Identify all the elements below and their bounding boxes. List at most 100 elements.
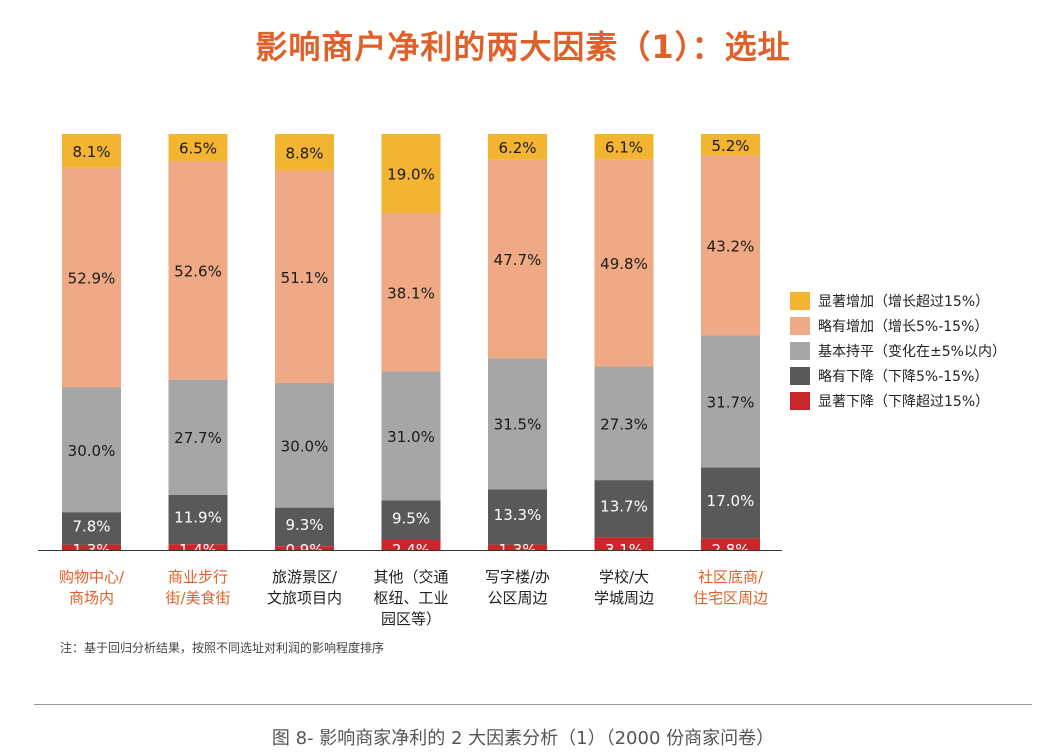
bar-value-label: 8.8% (285, 144, 323, 162)
bar-segment (701, 155, 760, 336)
bar-segment (168, 544, 228, 550)
bar-value-label: 7.8% (72, 517, 110, 535)
bar-segment (488, 544, 547, 550)
bar-value-label: 5.2% (711, 137, 749, 155)
legend-label: 显著增加（增长超过15%） (818, 293, 990, 310)
bar-value-label: 9.5% (392, 509, 430, 527)
bar-value-label: 8.1% (72, 143, 110, 161)
bar-value-label: 17.0% (707, 492, 755, 510)
legend-item: 显著下降（下降超过15%） (790, 388, 1006, 413)
bar-value-label: 13.3% (494, 506, 542, 524)
legend: 显著增加（增长超过15%） 略有增加（增长5%-15%） 基本持平（变化在±5%… (790, 288, 1006, 413)
legend-swatch (790, 291, 810, 310)
bars-group (62, 134, 760, 550)
bar-segment (62, 167, 121, 388)
bar-value-label: 6.2% (498, 139, 536, 157)
legend-swatch (790, 341, 810, 360)
bar-segment (488, 159, 547, 359)
bar-value-label: 30.0% (281, 437, 329, 455)
bar-segment (381, 500, 441, 541)
bar-segment (275, 170, 334, 383)
category-label: 写字楼/办 (485, 568, 550, 586)
legend-label: 显著下降（下降超过15%） (818, 393, 990, 410)
chart-title: 影响商户净利的两大因素（1）：选址 (255, 28, 791, 66)
bar-value-label: 9.3% (285, 516, 323, 534)
bar-segment (381, 134, 441, 214)
bar-segment (62, 544, 121, 550)
bar-value-label: 52.9% (68, 270, 116, 288)
bar-segment (381, 213, 441, 372)
divider-line (34, 704, 1032, 705)
bar-segment (62, 512, 121, 545)
bar-value-label: 11.9% (174, 508, 222, 526)
bar-value-label: 31.7% (707, 394, 755, 412)
category-label: 商场内 (69, 589, 114, 607)
legend-swatch (790, 391, 810, 410)
category-label: 园区等） (381, 610, 441, 628)
bar-labels-group: 1.3%7.8%30.0%52.9%8.1%1.4%11.9%27.7%52.6… (68, 137, 755, 559)
category-label: 旅游景区/ (272, 568, 338, 586)
bar-value-label: 30.0% (68, 442, 116, 460)
bar-segment (594, 134, 654, 160)
bar-value-label: 19.0% (387, 166, 435, 184)
bar-segment (275, 382, 334, 508)
legend-swatch (790, 316, 810, 335)
bar-segment (168, 134, 228, 162)
bar-segment (488, 134, 547, 160)
bar-segment (594, 366, 654, 481)
bar-segment (275, 507, 334, 547)
bar-segment (488, 489, 547, 545)
legend-item: 显著增加（增长超过15%） (790, 288, 1006, 313)
bar-value-label: 47.7% (494, 251, 542, 269)
legend-label: 基本持平（变化在±5%以内） (818, 343, 1006, 360)
bar-value-label: 52.6% (174, 262, 222, 280)
bar-segment (701, 538, 760, 550)
bar-segment (594, 159, 654, 367)
bar-value-label: 38.1% (387, 284, 435, 302)
legend-item: 基本持平（变化在±5%以内） (790, 338, 1006, 363)
bar-value-label: 27.7% (174, 429, 222, 447)
category-label: 住宅区周边 (693, 589, 768, 607)
category-label: 学校/大 (599, 568, 649, 586)
legend-item: 略有下降（下降5%-15%） (790, 363, 1006, 388)
legend-label: 略有增加（增长5%-15%） (818, 318, 989, 335)
category-label: 学城周边 (594, 589, 654, 607)
bar-segment (594, 537, 654, 550)
bar-value-label: 49.8% (600, 255, 648, 273)
bar-segment (275, 134, 334, 171)
category-label: 商业步行 (168, 568, 228, 586)
bar-segment (594, 480, 654, 538)
legend-swatch (790, 366, 810, 385)
legend-item: 略有增加（增长5%-15%） (790, 313, 1006, 338)
category-label: 其他（交通 (373, 568, 448, 586)
footnote: 注：基于回归分析结果，按照不同选址对利润的影响程度排序 (60, 641, 385, 655)
bar-segment (62, 134, 121, 168)
bar-segment (168, 379, 228, 495)
category-label: 街/美食街 (165, 589, 230, 607)
bar-segment (168, 161, 228, 380)
stacked-bar-chart: 1.3%7.8%30.0%52.9%8.1%1.4%11.9%27.7%52.6… (38, 134, 782, 628)
bar-value-label: 27.3% (600, 415, 648, 433)
category-label: 枢纽、工业 (373, 589, 448, 607)
category-label: 购物中心/ (59, 568, 125, 586)
bar-segment (701, 467, 760, 539)
bar-value-label: 6.5% (179, 140, 217, 158)
bar-segment (275, 546, 334, 550)
bar-segment (381, 540, 441, 550)
category-label: 公区周边 (487, 589, 547, 607)
category-label: 社区底商/ (698, 568, 764, 586)
bar-value-label: 31.0% (387, 428, 435, 446)
bar-value-label: 6.1% (605, 139, 643, 157)
bar-segment (62, 387, 121, 513)
bar-segment (168, 494, 228, 545)
bar-value-label: 43.2% (707, 238, 755, 256)
bar-value-label: 31.5% (494, 416, 542, 434)
bar-value-label: 51.1% (281, 269, 329, 287)
bar-segment (701, 134, 760, 156)
figure-caption: 图 8- 影响商家净利的 2 大因素分析（1）（2000 份商家问卷） (271, 728, 775, 749)
bar-segment (488, 358, 547, 490)
category-label: 文旅项目内 (267, 589, 342, 607)
legend-label: 略有下降（下降5%-15%） (818, 368, 989, 385)
bar-value-label: 13.7% (600, 498, 648, 516)
